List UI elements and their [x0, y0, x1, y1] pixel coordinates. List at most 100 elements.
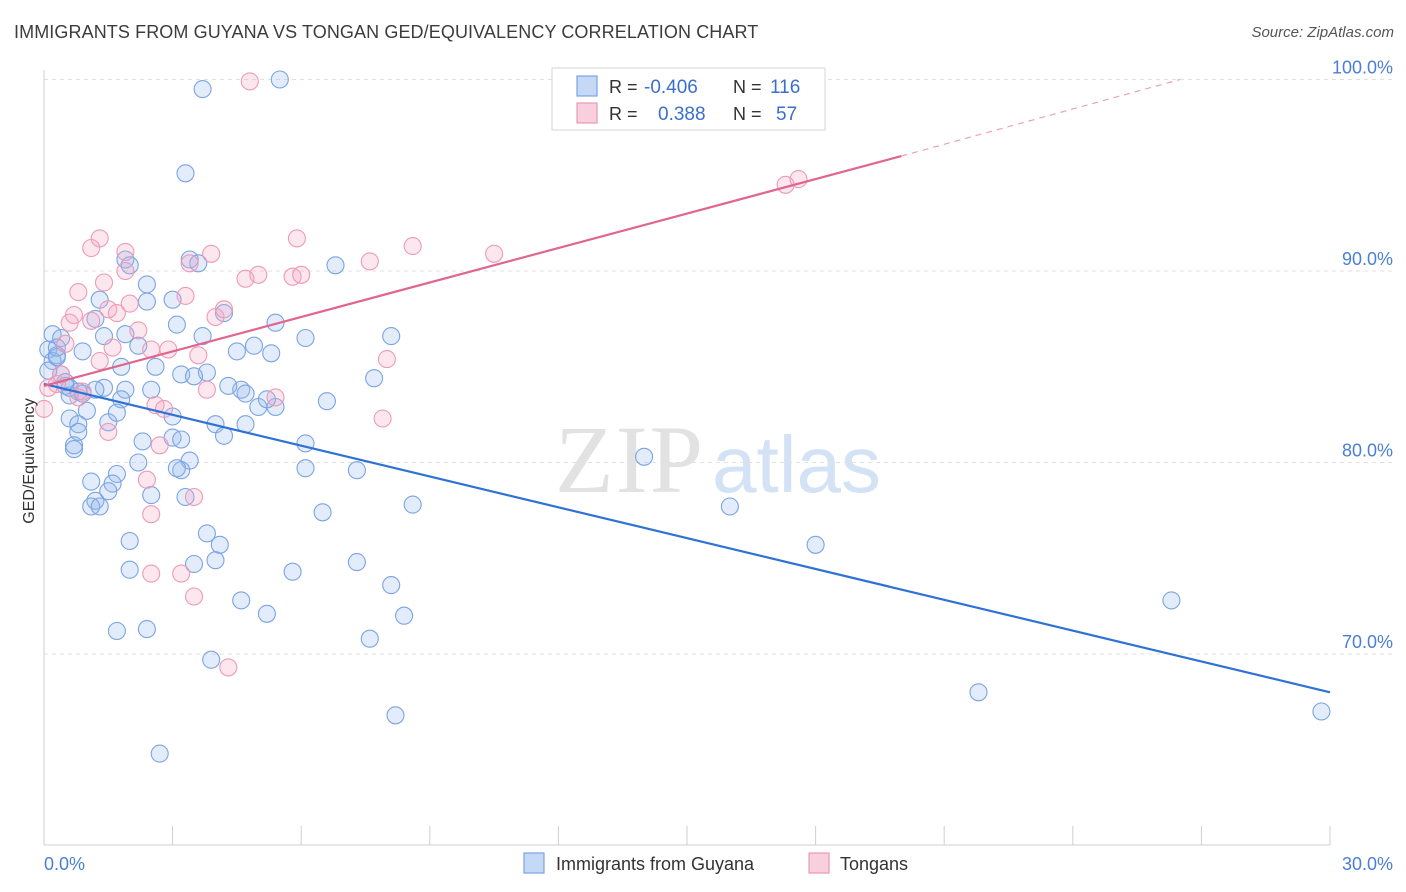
guyana-point: [296, 459, 315, 478]
y-tick-label: 100.0%: [1332, 58, 1393, 78]
tongan-trend-line: [43, 155, 902, 387]
guyana-point: [347, 461, 366, 480]
bottom-legend-label-guyana: Immigrants from Guyana: [556, 854, 755, 874]
tongan-point: [172, 564, 191, 583]
x-tick-label: 0.0%: [44, 854, 85, 874]
tongan-point: [150, 436, 169, 455]
tongan-point: [34, 399, 54, 418]
tongan-point: [240, 72, 259, 91]
y-axis-label: GED/Equivalency: [21, 398, 38, 523]
gridlines: [44, 79, 1392, 655]
legend-swatch-tongan: [576, 102, 598, 124]
series-tongan-points: [34, 72, 808, 677]
chart-source: Source: ZipAtlas.com: [1251, 24, 1394, 41]
tongan-point: [377, 350, 396, 369]
x-tick-label: 30.0%: [1342, 854, 1393, 874]
guyana-point: [262, 344, 281, 363]
tongan-point: [129, 321, 148, 340]
tongan-trend-extension: [901, 78, 1181, 157]
tongan-point: [69, 283, 88, 302]
tongan-point: [64, 305, 84, 325]
guyana-point: [69, 422, 88, 441]
guyana-point: [317, 392, 336, 411]
bottom-legend-swatch-guyana: [523, 852, 545, 874]
guyana-point: [184, 554, 204, 574]
watermark-zip: ZIP: [555, 406, 705, 513]
guyana-point: [227, 342, 246, 361]
guyana-point: [214, 304, 234, 323]
tongan-point: [249, 265, 268, 284]
guyana-point: [69, 415, 88, 434]
tongan-point: [116, 261, 135, 281]
guyana-point: [107, 403, 126, 422]
guyana-point: [403, 495, 422, 514]
guyana-point: [129, 453, 148, 472]
y-tick-label: 90.0%: [1342, 249, 1393, 269]
legend-n-value-guyana: 116: [770, 77, 800, 98]
guyana-point: [176, 164, 195, 183]
y-tick-label: 80.0%: [1342, 441, 1393, 461]
guyana-point: [283, 562, 302, 581]
tongan-point: [137, 470, 156, 489]
guyana-point: [720, 497, 739, 516]
tongan-point: [292, 265, 311, 284]
guyana-point: [210, 535, 229, 554]
guyana-point: [1312, 702, 1331, 721]
legend-r-label-tongan: R =: [609, 104, 638, 124]
guyana-point: [120, 531, 139, 551]
guyana-point: [232, 591, 251, 610]
tongan-point: [214, 300, 234, 319]
tongan-point: [485, 244, 504, 263]
guyana-point: [137, 620, 156, 639]
tongan-point: [107, 304, 126, 323]
guyana-point: [107, 621, 126, 641]
guyana-point: [257, 604, 276, 623]
tongan-point: [142, 505, 161, 524]
tongan-point: [180, 254, 199, 273]
guyana-point: [146, 357, 165, 376]
guyana-point: [82, 472, 101, 491]
guyana-point: [236, 384, 255, 403]
guyana-point: [193, 327, 212, 346]
guyana-point: [133, 432, 152, 451]
bottom-legend-swatch-tongan: [808, 852, 830, 874]
guyana-point: [73, 342, 92, 361]
tongan-point: [197, 380, 216, 399]
bottom-legend-label-tongan: Tongans: [840, 854, 908, 874]
tongan-point: [159, 340, 178, 359]
guyana-point: [64, 436, 84, 455]
guyana-point: [99, 482, 118, 501]
guyana-point: [1162, 591, 1181, 610]
guyana-point: [360, 629, 379, 648]
legend-r-label-guyana: R =: [609, 77, 638, 97]
tongan-point: [116, 242, 135, 261]
guyana-point: [142, 486, 161, 505]
guyana-point: [326, 256, 345, 275]
guyana-point: [206, 551, 225, 570]
guyana-point: [969, 683, 988, 702]
guyana-point: [47, 338, 66, 357]
legend-swatch-guyana: [576, 75, 598, 97]
guyana-point: [137, 292, 156, 311]
tongan-point: [266, 388, 285, 407]
tongan-point: [360, 252, 379, 271]
guyana-point: [90, 497, 109, 516]
tongan-point: [56, 334, 75, 353]
tongan-point: [94, 273, 114, 292]
guyana-point: [395, 606, 414, 625]
tongan-point: [176, 286, 195, 305]
tongan-point: [373, 409, 392, 428]
tongan-point: [142, 564, 161, 583]
tongan-point: [202, 244, 221, 263]
tongan-point: [90, 229, 109, 248]
watermark-atlas: atlas: [712, 420, 881, 509]
guyana-point: [219, 376, 238, 395]
guyana-point: [382, 327, 401, 346]
tongan-point: [103, 338, 122, 357]
guyana-point: [635, 447, 654, 466]
guyana-point: [137, 275, 156, 294]
guyana-point: [244, 336, 264, 355]
guyana-point: [296, 434, 315, 453]
guyana-point: [365, 369, 384, 388]
tongan-point: [184, 587, 204, 606]
